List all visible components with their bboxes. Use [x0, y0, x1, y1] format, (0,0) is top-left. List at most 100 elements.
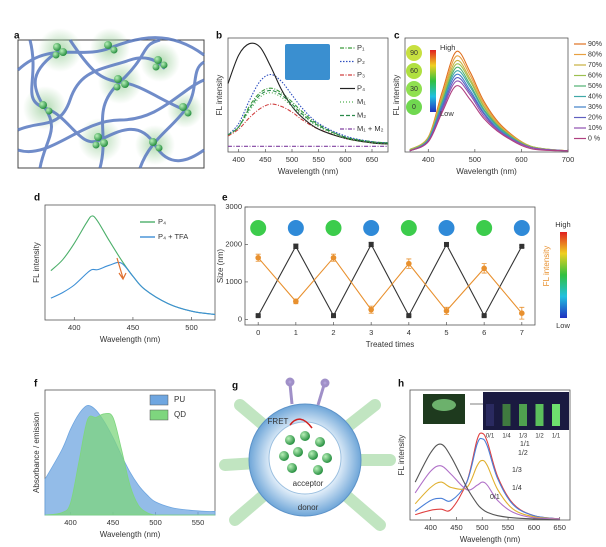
x-tick-label: 7: [520, 328, 524, 337]
marker: [481, 313, 487, 319]
line: [415, 432, 560, 520]
marker: [330, 254, 337, 261]
inset-label: 60: [410, 68, 418, 75]
curve-label: 1/1: [520, 441, 530, 448]
line: [414, 443, 560, 521]
y-axis-label: Absorbance / emission: [32, 412, 41, 493]
x-tick-label: 5: [444, 328, 448, 337]
line: [414, 437, 560, 520]
donor-label: donor: [298, 503, 319, 512]
cuvette: [552, 404, 560, 426]
panel-label: d: [34, 193, 40, 204]
marker: [255, 313, 261, 319]
x-tick-label: 650: [366, 155, 379, 164]
cuvette: [502, 404, 511, 426]
fret-arrow: [289, 418, 313, 429]
state-dot: [438, 220, 455, 236]
marker: [481, 265, 487, 272]
legend-label: 50%: [588, 83, 602, 90]
marker: [255, 254, 261, 261]
y-tick-label: 1000: [225, 277, 242, 286]
inset-label: 0: [412, 104, 416, 111]
x-tick-label: 6: [482, 328, 486, 337]
inset-label: 1/2: [535, 434, 544, 440]
chart-b: b 400 450 500 550 600 650 Wavelength (nm) FL int…: [215, 31, 389, 176]
legend-label: 10%: [588, 125, 602, 132]
state-dot: [250, 220, 267, 236]
line: [414, 459, 560, 520]
line: [409, 85, 569, 152]
marker: [443, 241, 449, 247]
excitation-pins: [285, 377, 330, 406]
y-tick-label: 3000: [225, 202, 242, 211]
marker: [406, 313, 412, 319]
network-clusters: [39, 41, 192, 152]
inset-dot: [406, 99, 422, 115]
y-axis-label: FL intensity: [397, 435, 406, 476]
marker: [443, 308, 450, 314]
legend-label: 40%: [588, 93, 602, 100]
x-tick-label: 600: [528, 523, 541, 532]
x-tick-label: 550: [192, 518, 205, 527]
plot-frame: [244, 206, 536, 326]
diagram-a: a: [14, 28, 205, 169]
marker: [406, 260, 412, 267]
cuvette: [519, 404, 527, 426]
state-dot: [363, 220, 380, 236]
x-axis-label: Wavelength (nm): [456, 167, 517, 176]
inset-label: 90: [410, 50, 418, 57]
x-axis-label: Treated times: [366, 340, 415, 349]
chart-d: d 400 450 500 Wavelength (nm) FL intensity P₄ P…: [32, 193, 216, 344]
x-tick-label: 500: [476, 523, 489, 532]
colorbar-label: Low: [556, 321, 570, 330]
x-tick-label: 450: [450, 523, 463, 532]
plot-frame: [404, 37, 569, 153]
x-tick-label: 550: [502, 523, 515, 532]
legend-label: PU: [174, 395, 185, 404]
y-tick-label: 0: [238, 314, 242, 323]
x-tick-label: 500: [286, 155, 299, 164]
inset-label: 1/4: [502, 434, 511, 440]
legend-label: P₃: [357, 70, 365, 79]
x-tick-label: 400: [422, 155, 435, 164]
panel-label: h: [398, 379, 404, 390]
inset-dot: [406, 45, 422, 61]
legend-label: 60%: [588, 72, 602, 79]
legend-label: 90%: [588, 41, 602, 48]
legend-label: 80%: [588, 51, 602, 58]
legend-label: 70%: [588, 62, 602, 69]
chart-f: f 400 450 500 550 Wavelength (nm) Absorbance /…: [32, 379, 216, 539]
x-tick-label: 1: [294, 328, 298, 337]
fret-label: FRET: [268, 417, 289, 426]
legend-label: P₂: [357, 56, 365, 65]
line: [50, 261, 216, 316]
x-tick-label: 500: [185, 323, 198, 332]
line: [227, 89, 389, 144]
colorbar: [430, 50, 436, 112]
area: [44, 412, 215, 516]
chart-e: e 0 1 2 3 4 5 6 7 0 1000 2000 3000 Treated times Size …: [216, 193, 571, 349]
legend-swatch: [149, 394, 169, 406]
x-tick-label: 450: [259, 155, 272, 164]
x-tick-label: 400: [68, 323, 81, 332]
cuvette: [535, 404, 544, 426]
annotation-arrow: [116, 257, 127, 281]
panel-label: f: [34, 379, 38, 390]
x-tick-label: 2: [331, 328, 335, 337]
legend-swatch: [149, 409, 169, 421]
acceptor-particles: [279, 431, 332, 475]
state-dot: [287, 220, 304, 236]
state-dot: [476, 220, 493, 236]
inset-label: 0/1: [486, 434, 495, 440]
jellyfish: [432, 399, 456, 411]
state-dot: [513, 220, 530, 236]
line: [50, 215, 216, 316]
acceptor-label: acceptor: [293, 479, 324, 488]
legend-label: P₄: [357, 83, 365, 92]
marker: [368, 241, 374, 247]
x-tick-label: 550: [312, 155, 325, 164]
marker: [368, 306, 374, 313]
colorbar-label: High: [440, 43, 455, 52]
line: [414, 465, 560, 520]
